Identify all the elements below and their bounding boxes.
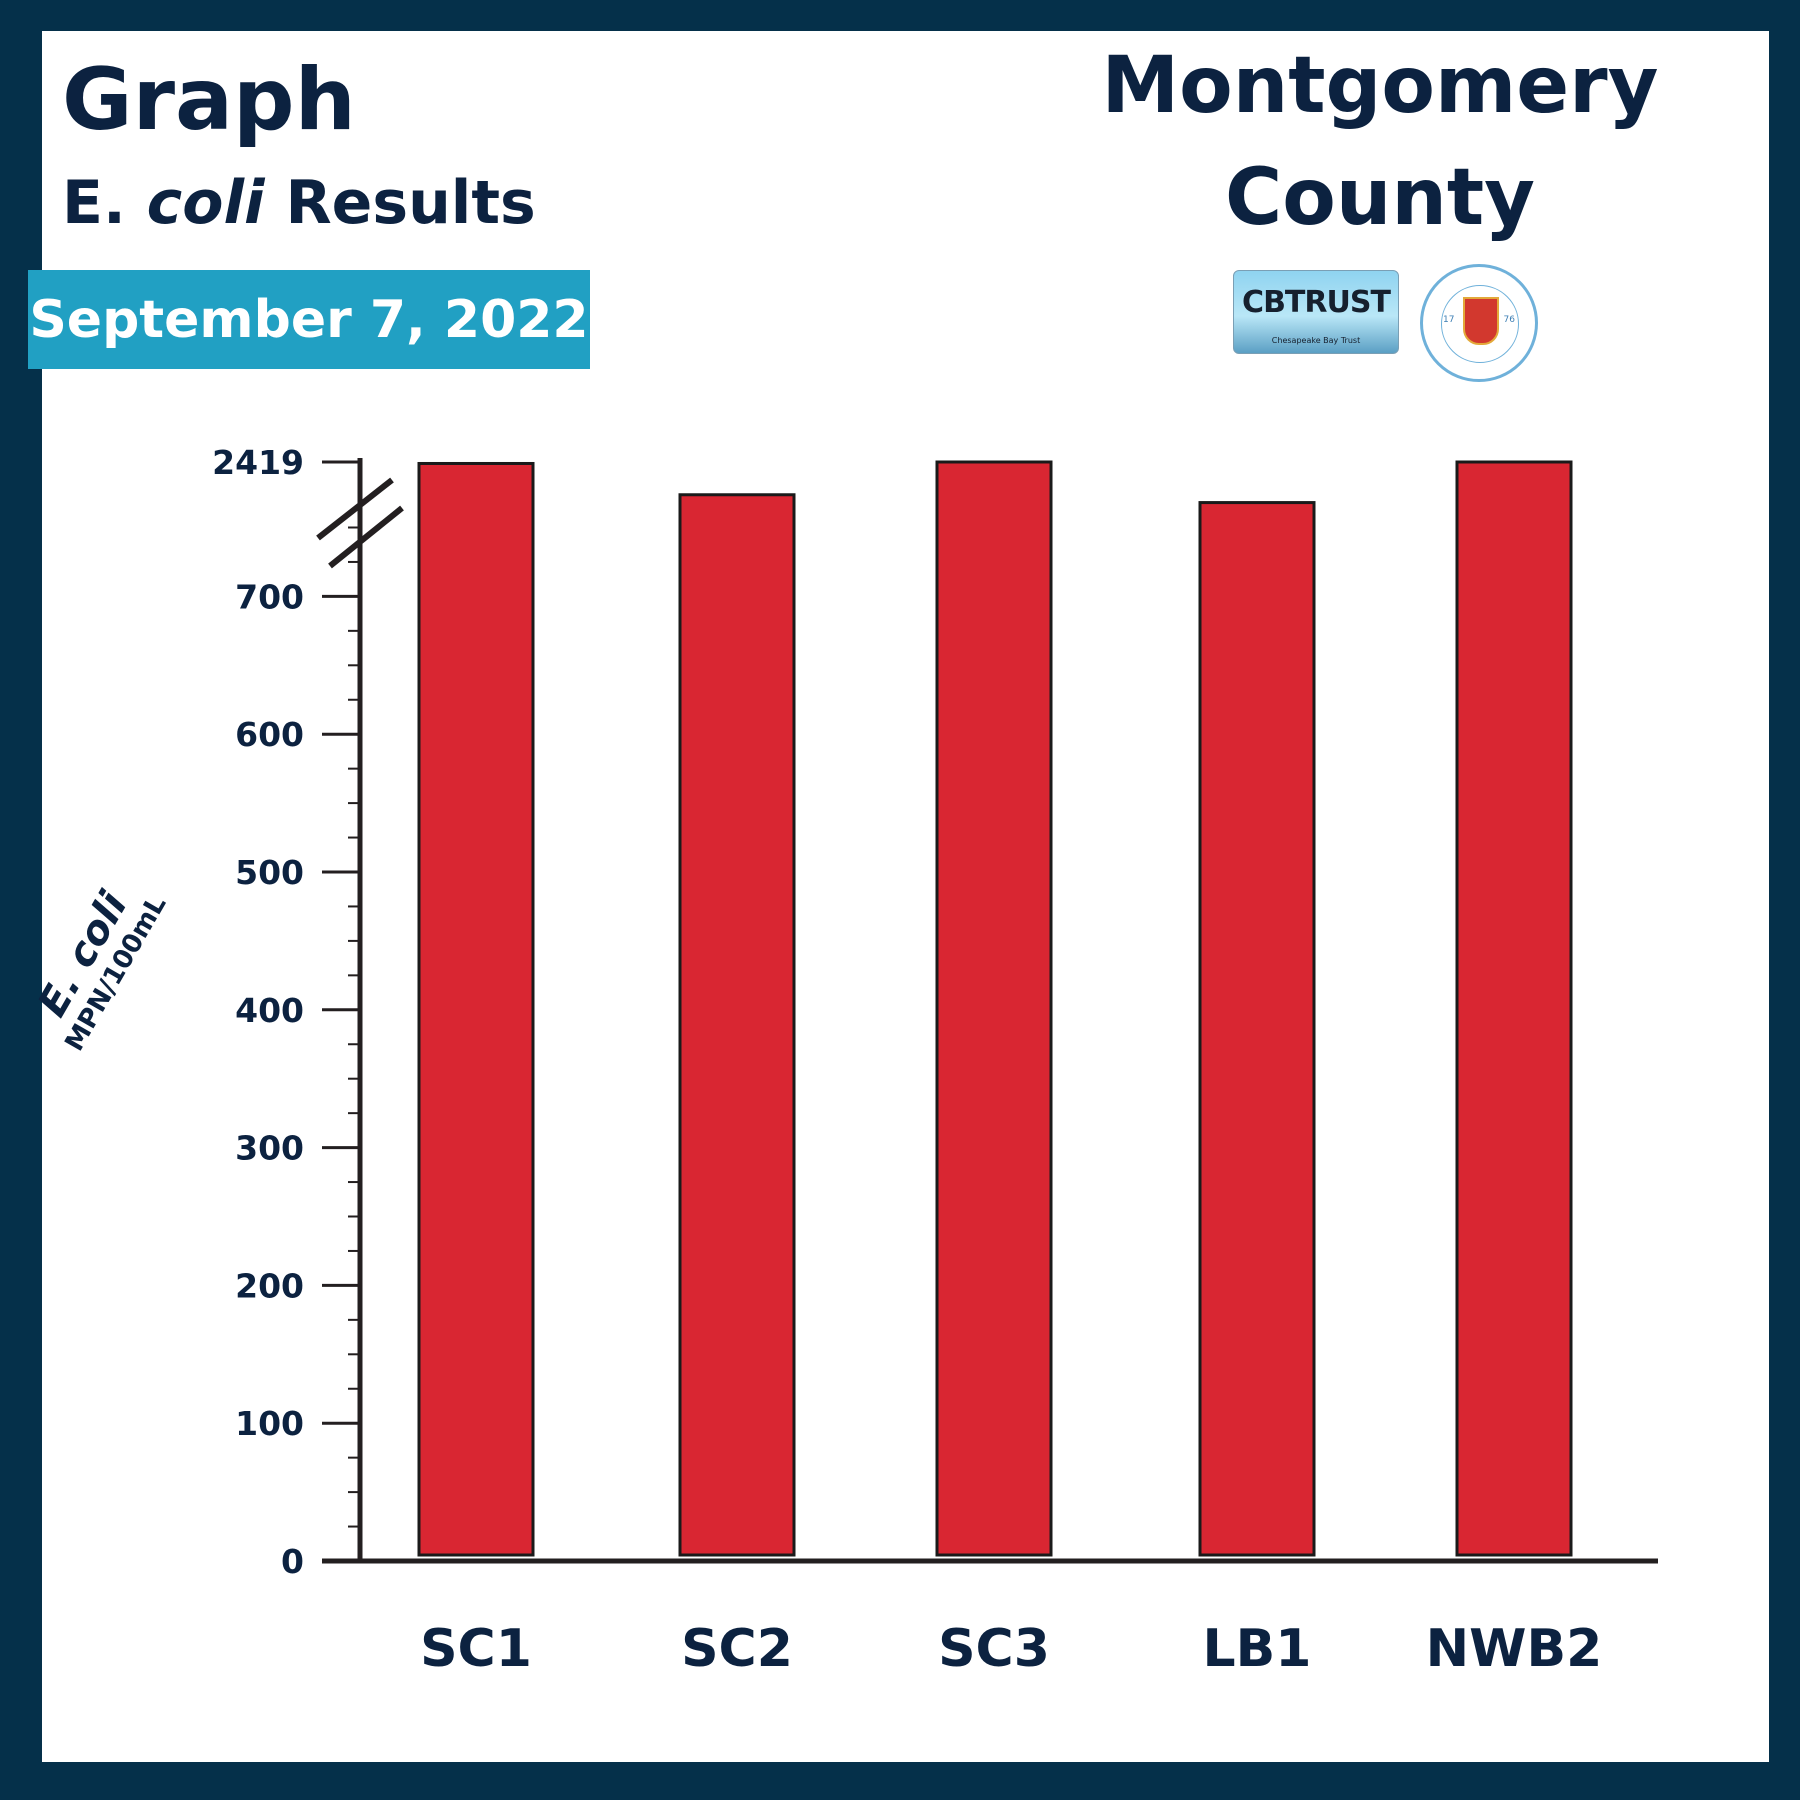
y-tick-label-100: 100 [235,1404,304,1443]
bar-sc1 [417,461,535,1557]
x-tick-label-lb1: LB1 [1203,1619,1312,1679]
chart-subtitle: E. coli Results [62,168,536,238]
bar-nwb2 [1455,460,1573,1557]
date-badge: September 7, 2022 [28,270,590,369]
y-tick-label-600: 600 [235,715,304,754]
y-tick-label-2419: 2419 [212,443,304,482]
bar-sc2 [678,493,796,1557]
y-tick-label-700: 700 [235,577,304,616]
bar-sc3 [935,460,1053,1557]
y-tick-label-200: 200 [235,1266,304,1305]
montgomery-county-seal-logo: 17 76 [1420,264,1538,382]
county-name: Montgomery County [1101,41,1659,243]
x-tick-label-nwb2: NWB2 [1426,1619,1603,1679]
cbtrust-logo: CBTRUST Chesapeake Bay Trust [1233,270,1399,354]
bar-lb1 [1198,501,1316,1557]
page-title: Graph [62,50,356,150]
axis-break-mark [316,477,394,541]
x-tick-label-sc1: SC1 [420,1619,532,1679]
x-tick-label-sc3: SC3 [938,1619,1050,1679]
y-tick-label-500: 500 [235,853,304,892]
x-tick-label-sc2: SC2 [681,1619,793,1679]
y-tick-label-0: 0 [281,1542,304,1581]
y-tick-label-300: 300 [235,1129,304,1168]
y-tick-label-400: 400 [235,991,304,1030]
axis-break-mark [328,505,404,569]
